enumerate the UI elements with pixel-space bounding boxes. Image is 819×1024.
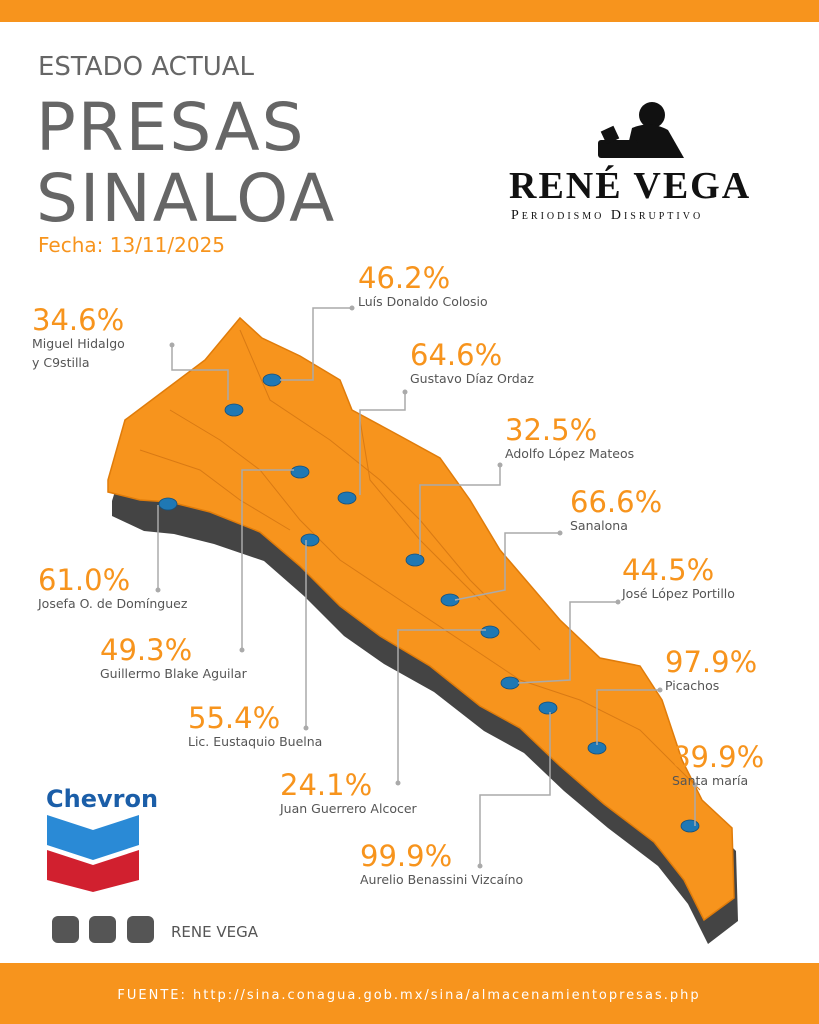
leader-line <box>479 712 551 866</box>
dam-name: Guillermo Blake Aguilar <box>100 666 248 681</box>
date: Fecha: 13/11/2025 <box>38 233 225 257</box>
leader-dot <box>303 725 309 731</box>
leader-line <box>596 689 660 745</box>
leader-line <box>397 629 486 783</box>
reservoir <box>224 403 244 417</box>
leader-line <box>517 601 618 684</box>
logo-name: RENÉ VEGA <box>509 165 751 207</box>
reservoir <box>480 625 500 639</box>
leader-dot <box>657 687 663 693</box>
title: SINALOA <box>36 160 336 237</box>
leader-dot <box>557 530 563 536</box>
leader-dot <box>395 780 401 786</box>
leader-line <box>454 532 560 601</box>
subtitle: ESTADO ACTUAL <box>38 52 255 82</box>
reservoir <box>300 533 320 547</box>
dam-name: Lic. Eustaquio Buelna <box>188 734 322 749</box>
sponsor-name: Chevron <box>46 785 158 813</box>
leader-dot <box>692 782 698 788</box>
leader-dot <box>169 342 175 348</box>
social-handle: RENE VEGA <box>171 923 259 941</box>
dam-percent: 61.0% <box>38 563 130 597</box>
leader-line <box>359 392 406 495</box>
dam-name: y C9stilla <box>32 355 90 370</box>
top-bar <box>0 0 819 22</box>
footer-source: FUENTE: http://sina.conagua.gob.mx/sina/… <box>117 988 700 1003</box>
dam-percent: 46.2% <box>358 261 450 295</box>
map <box>107 316 738 944</box>
dam-name: Miguel Hidalgo <box>32 336 125 351</box>
leader-dot <box>349 305 355 311</box>
dam-labels: 46.2%Luís Donaldo Colosio 34.6%Miguel Hid… <box>32 261 764 887</box>
reservoir <box>262 373 282 387</box>
reservoir <box>680 819 700 833</box>
leader-dot <box>615 599 621 605</box>
leader-line <box>171 345 229 400</box>
chevron-logo: Chevron <box>46 785 158 892</box>
reservoir <box>158 497 178 511</box>
dam-name: Luís Donaldo Colosio <box>358 294 488 309</box>
dam-percent: 55.4% <box>188 701 280 735</box>
dam-name: Sanalona <box>570 518 628 533</box>
reservoir <box>290 465 310 479</box>
dam-percent: 32.5% <box>505 413 597 447</box>
footer-bar <box>0 963 819 1024</box>
dam-percent: 64.6% <box>410 338 502 372</box>
logo-tagline: Periodismo Disruptivo <box>511 208 703 223</box>
leader-dot <box>477 863 483 869</box>
reservoir <box>500 676 520 690</box>
dam-percent: 44.5% <box>622 553 714 587</box>
dam-percent: 89.9% <box>672 740 764 774</box>
dam-name: Santa maría <box>672 773 748 788</box>
dam-name: Adolfo López Mateos <box>505 446 634 461</box>
dam-percent: 99.9% <box>360 839 452 873</box>
dam-percent: 97.9% <box>665 645 757 679</box>
logo-silhouette <box>598 102 684 158</box>
dam-name: Josefa O. de Domínguez <box>37 596 188 611</box>
dam-name: Picachos <box>665 678 719 693</box>
title: PRESAS <box>36 89 306 166</box>
reservoir <box>337 491 357 505</box>
dam-percent: 66.6% <box>570 485 662 519</box>
reservoir <box>405 553 425 567</box>
leader-dot <box>497 462 503 468</box>
reservoir <box>440 593 460 607</box>
dam-name: Gustavo Díaz Ordaz <box>410 371 534 386</box>
leader-dot <box>155 587 161 593</box>
leader-line <box>419 465 501 555</box>
reservoir <box>538 701 558 715</box>
leader-dot <box>402 389 408 395</box>
dam-percent: 49.3% <box>100 633 192 667</box>
leader-line <box>280 307 352 381</box>
social-icons: RENE VEGA <box>52 916 259 943</box>
dam-name: Juan Guerrero Alcocer <box>279 801 418 816</box>
dam-name: Aurelio Benassini Vizcaíno <box>360 872 523 887</box>
leader-dot <box>239 647 245 653</box>
dam-percent: 34.6% <box>32 303 124 337</box>
leader-line <box>241 469 294 650</box>
dam-percent: 24.1% <box>280 768 372 802</box>
dam-name: José López Portillo <box>621 586 735 601</box>
